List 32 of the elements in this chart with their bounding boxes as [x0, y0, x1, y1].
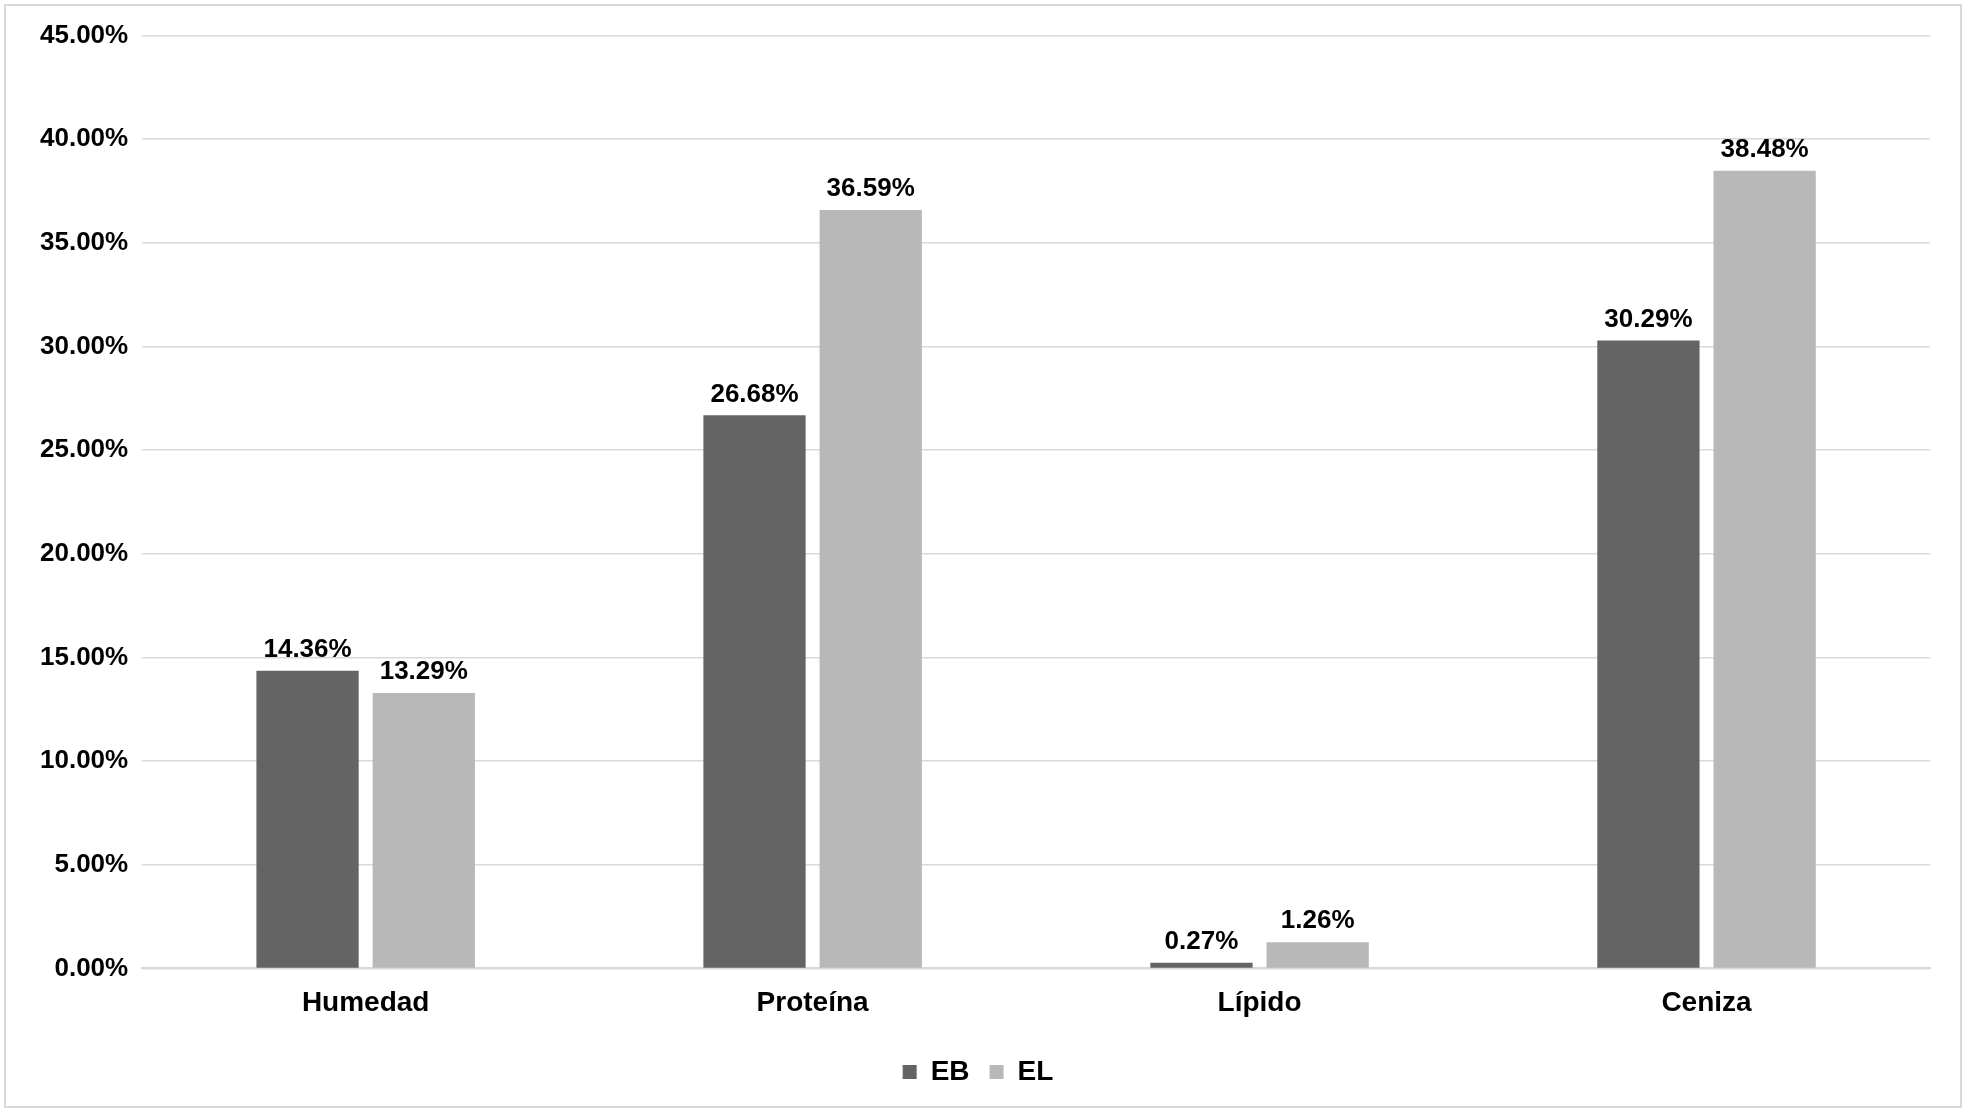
data-label: 30.29%	[1604, 302, 1693, 333]
x-tick-label: Ceniza	[1661, 985, 1753, 1017]
bar	[1597, 340, 1700, 968]
x-tick-label: Lípido	[1217, 985, 1302, 1017]
bar	[703, 415, 806, 968]
y-tick-label: 20.00%	[39, 536, 129, 567]
data-label: 14.36%	[263, 632, 352, 663]
x-tick-label: Humedad	[301, 985, 430, 1017]
data-label: 26.68%	[710, 377, 799, 408]
bar	[372, 692, 475, 968]
data-label: 0.27%	[1164, 924, 1239, 955]
y-tick-label: 30.00%	[39, 329, 129, 360]
y-tick-label: 5.00%	[54, 847, 129, 878]
legend-label: EB	[930, 1054, 970, 1086]
y-tick-label: 25.00%	[39, 433, 129, 464]
data-label: 36.59%	[826, 172, 915, 203]
legend-label: EL	[1017, 1054, 1054, 1086]
y-tick-label: 40.00%	[39, 122, 129, 153]
bar	[256, 670, 359, 968]
y-tick-label: 45.00%	[39, 18, 129, 49]
data-label: 1.26%	[1280, 904, 1355, 935]
bar	[1713, 170, 1816, 968]
y-tick-label: 0.00%	[54, 951, 129, 982]
bar	[1150, 962, 1253, 968]
bar	[1266, 942, 1369, 968]
bar	[819, 209, 922, 968]
x-tick-label: Proteína	[756, 985, 870, 1017]
y-tick-label: 35.00%	[39, 226, 129, 257]
y-tick-label: 10.00%	[39, 744, 129, 775]
data-label: 38.48%	[1720, 132, 1809, 163]
data-label: 13.29%	[379, 655, 468, 686]
y-tick-label: 15.00%	[39, 640, 129, 671]
